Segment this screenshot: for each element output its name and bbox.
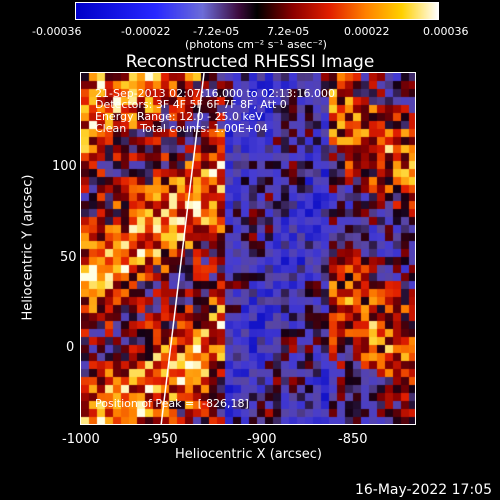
reconstructed-image-plot [80, 72, 416, 425]
colorbar-tick-label: 0.00022 [344, 25, 390, 38]
y-tick-label: 0 [66, 340, 75, 355]
x-tick-label: -1000 [62, 432, 100, 447]
y-tick-label: 100 [52, 159, 77, 174]
footer-date: 16-May-2022 17:05 [354, 482, 492, 498]
energy-range-text: Energy Range: 12.0 - 25.0 keV [95, 110, 263, 123]
y-axis-label: Heliocentric Y (arcsec) [20, 174, 36, 321]
colorbar-tick-label: 7.2e-05 [267, 25, 310, 38]
clean-counts-text: Clean Total counts: 1.00E+04 [95, 122, 269, 135]
peak-position-text: Position of Peak = [-826,18] [95, 397, 249, 410]
time-range-text: 21-Sep-2013 02:07:16.000 to 02:13:16.000 [95, 87, 335, 100]
detectors-text: Detectors: 3F 4F 5F 6F 7F 8F, Att 0 [95, 98, 287, 111]
y-tick-label: 50 [60, 250, 77, 265]
colorbar-tick-label: -0.00022 [121, 25, 171, 38]
image-heatmap [81, 73, 415, 424]
x-tick-label: -950 [148, 432, 178, 447]
colorbar-tick-label: -7.2e-05 [193, 25, 240, 38]
x-tick-label: -900 [247, 432, 277, 447]
colorbar [75, 2, 439, 20]
x-axis-label: Heliocentric X (arcsec) [175, 447, 322, 462]
limb-line [160, 73, 205, 424]
image-title: Reconstructed RHESSI Image [125, 52, 375, 72]
x-tick-label: -850 [338, 432, 368, 447]
colorbar-units: (photons cm⁻² s⁻¹ asec⁻²) [185, 38, 327, 51]
colorbar-tick-label: 0.00036 [423, 25, 469, 38]
colorbar-tick-label: -0.00036 [32, 25, 82, 38]
